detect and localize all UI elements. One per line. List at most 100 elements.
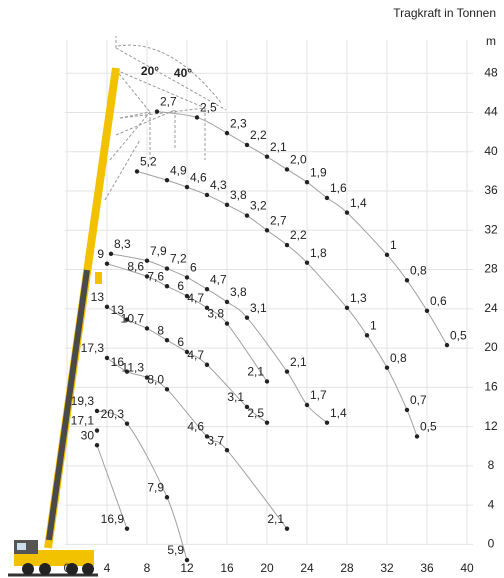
grid — [65, 40, 473, 544]
load-point — [285, 167, 289, 171]
load-point — [325, 420, 329, 424]
x-tick-label: 4 — [104, 561, 111, 575]
y-tick-label: 32 — [484, 222, 498, 236]
load-label: 4,7 — [187, 291, 204, 305]
load-label: 6 — [177, 335, 184, 349]
load-label: 0,6 — [430, 294, 447, 308]
load-point — [385, 366, 389, 370]
load-label: 3,1 — [227, 390, 244, 404]
x-unit: m — [23, 561, 33, 575]
load-point — [425, 309, 429, 313]
load-label: 7,9 — [150, 244, 167, 258]
load-point — [165, 387, 169, 391]
x-tick-label: 40 — [460, 561, 474, 575]
load-label: 17,1 — [71, 414, 95, 428]
load-point — [365, 333, 369, 337]
load-label: 3,7 — [207, 433, 224, 447]
load-label: 5,2 — [140, 155, 157, 169]
y-tick-label: 0 — [488, 537, 495, 551]
load-point — [185, 275, 189, 279]
load-label: 8 — [157, 323, 164, 337]
load-label: 2,7 — [270, 213, 287, 227]
load-label: 1,4 — [350, 196, 367, 210]
load-point — [445, 343, 449, 347]
angle-label: 20° — [141, 64, 159, 78]
load-label: 3,2 — [250, 199, 267, 213]
load-point — [95, 443, 99, 447]
load-label: 17,3 — [81, 341, 105, 355]
x-tick-label: 24 — [300, 561, 314, 575]
y-tick-label: 16 — [484, 380, 498, 394]
y-unit: m — [486, 34, 496, 48]
x-tick-label: 12 — [180, 561, 194, 575]
load-point — [195, 115, 199, 119]
load-label: 2,0 — [290, 153, 307, 167]
load-point — [165, 284, 169, 288]
load-point — [305, 260, 309, 264]
chart: 20° 40° Tragkraft in Tonnen m m 04812162… — [0, 0, 504, 578]
load-label: 2,1 — [247, 365, 264, 379]
load-label: 4,6 — [190, 170, 207, 184]
load-point — [105, 305, 109, 309]
y-tick-label: 28 — [484, 262, 498, 276]
x-tick-label: 32 — [380, 561, 394, 575]
load-label: 2,3 — [230, 116, 247, 130]
load-label: 3,8 — [230, 188, 247, 202]
load-point — [265, 420, 269, 424]
load-point — [225, 300, 229, 304]
y-tick-label: 24 — [484, 301, 498, 315]
load-label: 20,3 — [101, 407, 125, 421]
load-point — [125, 421, 129, 425]
load-point — [95, 409, 99, 413]
y-tick-label: 48 — [484, 65, 498, 79]
load-point — [145, 259, 149, 263]
load-label: 1 — [370, 318, 377, 332]
load-label: 30 — [81, 428, 95, 442]
load-label: 6 — [177, 279, 184, 293]
load-point — [245, 315, 249, 319]
load-point — [265, 379, 269, 383]
load-point — [165, 495, 169, 499]
load-point — [105, 356, 109, 360]
load-point — [135, 169, 139, 173]
load-label: 1 — [390, 238, 397, 252]
load-point — [245, 213, 249, 217]
load-label: 4,6 — [187, 420, 204, 434]
load-label: 2,1 — [267, 512, 284, 526]
load-label: 1,3 — [350, 291, 367, 305]
load-point — [305, 403, 309, 407]
load-label: 1,7 — [310, 388, 327, 402]
load-label: 0,5 — [450, 328, 467, 342]
load-label: 7,9 — [147, 480, 164, 494]
load-point — [205, 363, 209, 367]
load-point — [305, 180, 309, 184]
load-point — [155, 109, 159, 113]
load-label: 2,2 — [250, 128, 267, 142]
load-label: 1,8 — [310, 246, 327, 260]
load-label: 8,3 — [114, 237, 131, 251]
load-point — [165, 338, 169, 342]
load-label: 19,3 — [71, 394, 95, 408]
load-point — [225, 131, 229, 135]
load-point — [225, 321, 229, 325]
load-point — [285, 243, 289, 247]
y-tick-label: 36 — [484, 183, 498, 197]
load-label: 4,9 — [170, 163, 187, 177]
chart-title: Tragkraft in Tonnen — [393, 6, 496, 20]
load-label: 5,9 — [167, 543, 184, 557]
load-label: 2,5 — [247, 406, 264, 420]
x-tick-label: 20 — [260, 561, 274, 575]
load-label: 4,7 — [187, 348, 204, 362]
y-tick-label: 40 — [484, 144, 498, 158]
load-point — [415, 434, 419, 438]
load-label: 0,7 — [410, 393, 427, 407]
window — [17, 543, 26, 550]
load-point — [385, 253, 389, 257]
load-label: 16,9 — [101, 512, 125, 526]
load-point — [345, 210, 349, 214]
load-point — [225, 448, 229, 452]
load-label: 0,8 — [410, 264, 427, 278]
load-label: 10,7 — [121, 312, 145, 326]
load-label: 11,3 — [122, 361, 145, 375]
load-label: 2,5 — [200, 101, 217, 115]
